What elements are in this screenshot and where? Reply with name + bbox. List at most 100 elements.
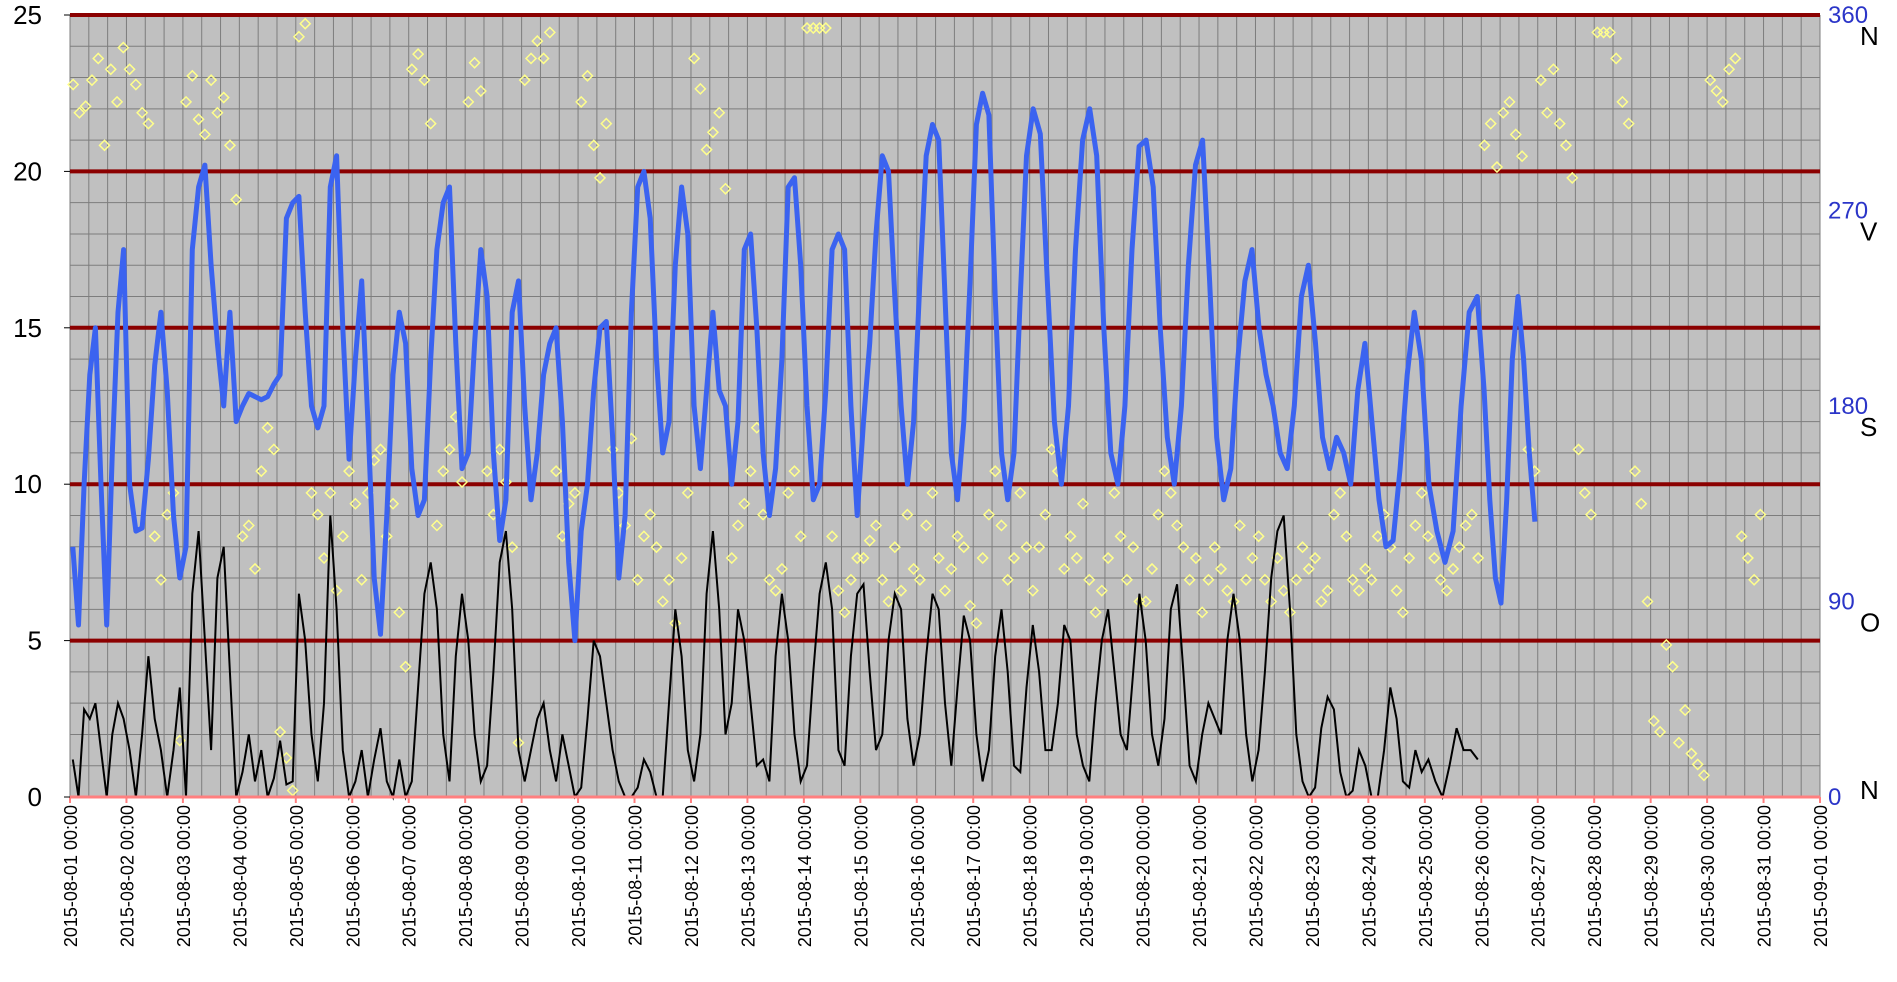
wind-direction-point [104,63,117,76]
wind-direction-point [1465,508,1478,521]
wind-direction-point [1572,443,1585,456]
x-axis-tick-labels: 2015-08-01 00:00 2015-08-02 00:00 2015-08-… [61,805,1831,947]
wind-direction-point [650,541,663,554]
wind-direction-point [1240,573,1253,586]
wind-direction-point [794,530,807,543]
wind-direction-point [675,551,688,565]
wind-direction-point [637,530,650,543]
direction-label: N [1860,21,1879,51]
wind-direction-point [98,139,111,152]
wind-direction-point [255,465,268,478]
wind-direction-point [550,465,563,478]
wind-direction-point [593,171,607,184]
wind-direction-point [1421,530,1435,543]
x-tick-label: 2015-08-23 00:00 [1303,805,1323,947]
wind-direction-point [895,584,908,597]
wind-direction-point [982,508,995,521]
wind-direction-point [123,63,136,76]
wind-direction-point [211,106,224,119]
wind-direction-point [1710,84,1723,98]
wind-direction-point [412,48,425,61]
left-axis: 0 5 10 15 20 25 [13,0,70,812]
wind-direction-point [405,63,418,76]
wind-direction-point [223,139,237,152]
wind-direction-point [85,74,99,87]
wind-direction-point [493,443,506,456]
wind-direction-point [1108,486,1121,499]
wind-direction-point [1697,769,1711,782]
wind-direction-point [1641,595,1654,608]
wind-direction-point [242,519,255,532]
wind-direction-point [1327,508,1340,521]
x-tick-label: 2015-08-31 00:00 [1755,805,1775,947]
wind-direction-point [669,617,682,630]
wind-direction-point [863,534,876,547]
wind-direction-point [1390,584,1403,597]
wind-direction-point [888,541,901,554]
wind-direction-point [1509,128,1522,141]
wind-direction-point [443,443,456,456]
wind-direction-point [1095,584,1108,597]
wind-speed-series [71,515,1479,801]
wind-direction-point [248,562,262,575]
x-tick-label: 2015-08-08 00:00 [456,805,476,947]
wind-direction-point [430,519,443,532]
wind-direction-point [506,541,519,554]
wind-direction-point [1089,606,1102,619]
wind-direction-point [524,52,538,65]
wind-direction-point [1541,106,1554,119]
x-tick-label: 2015-08-25 00:00 [1416,805,1436,947]
x-tick-label: 2015-08-01 00:00 [61,805,81,947]
wind-direction-point [1610,52,1623,65]
wind-direction-point [1152,508,1165,521]
x-tick-label: 2015-08-16 00:00 [908,805,928,947]
wind-direction-point [1315,595,1328,608]
wind-direction-point [117,41,130,54]
wind-direction-point [581,69,594,82]
wind-direction-point [198,128,211,141]
wind-direction-point [1058,562,1071,575]
wind-direction-point [518,74,531,87]
y-left-tick-label: 25 [13,0,42,30]
wind-direction-point [299,17,312,30]
wind-direction-point [1584,508,1598,521]
wind-direction-point [437,465,450,478]
wind-direction-point [537,52,550,65]
wind-direction-point [957,541,970,554]
wind-direction-point [932,551,945,565]
wind-direction-point [1534,74,1547,87]
wind-direction-point [217,91,230,104]
x-tick-label: 2015-08-20 00:00 [1134,805,1154,947]
wind-direction-point [1083,573,1096,586]
wind-direction-point [1628,465,1642,478]
wind-direction-point [1252,530,1265,543]
x-tick-label: 2015-08-17 00:00 [964,805,984,947]
wind-direction-point [1403,551,1416,565]
wind-direction-point [179,95,193,108]
x-tick-label: 2015-08-07 00:00 [400,805,420,947]
x-tick-label: 2015-08-22 00:00 [1246,805,1266,947]
wind-direction-point [355,573,368,586]
wind-direction-point [1484,117,1497,130]
wind-direction-point [1409,519,1422,532]
wind-direction-point [1309,551,1322,565]
wind-direction-point [1516,150,1529,163]
wind-direction-point [148,530,161,543]
x-tick-label: 2015-08-19 00:00 [1077,805,1097,947]
wind-direction-point [1559,139,1573,152]
x-tick-label: 2015-08-29 00:00 [1642,805,1662,947]
wind-direction-point [481,465,494,478]
wind-direction-point [857,551,870,565]
y-left-tick-label: 0 [28,782,42,812]
wind-direction-point [1177,541,1190,554]
x-tick-label: 2015-08-28 00:00 [1585,805,1605,947]
wind-direction-point [587,139,600,152]
wind-direction-point [731,519,745,532]
wind-direction-point [236,530,249,543]
wind-direction-point [67,78,80,91]
wind-direction-point [1070,551,1083,565]
wind-direction-point [1189,551,1202,565]
wind-direction-point [1359,562,1372,575]
